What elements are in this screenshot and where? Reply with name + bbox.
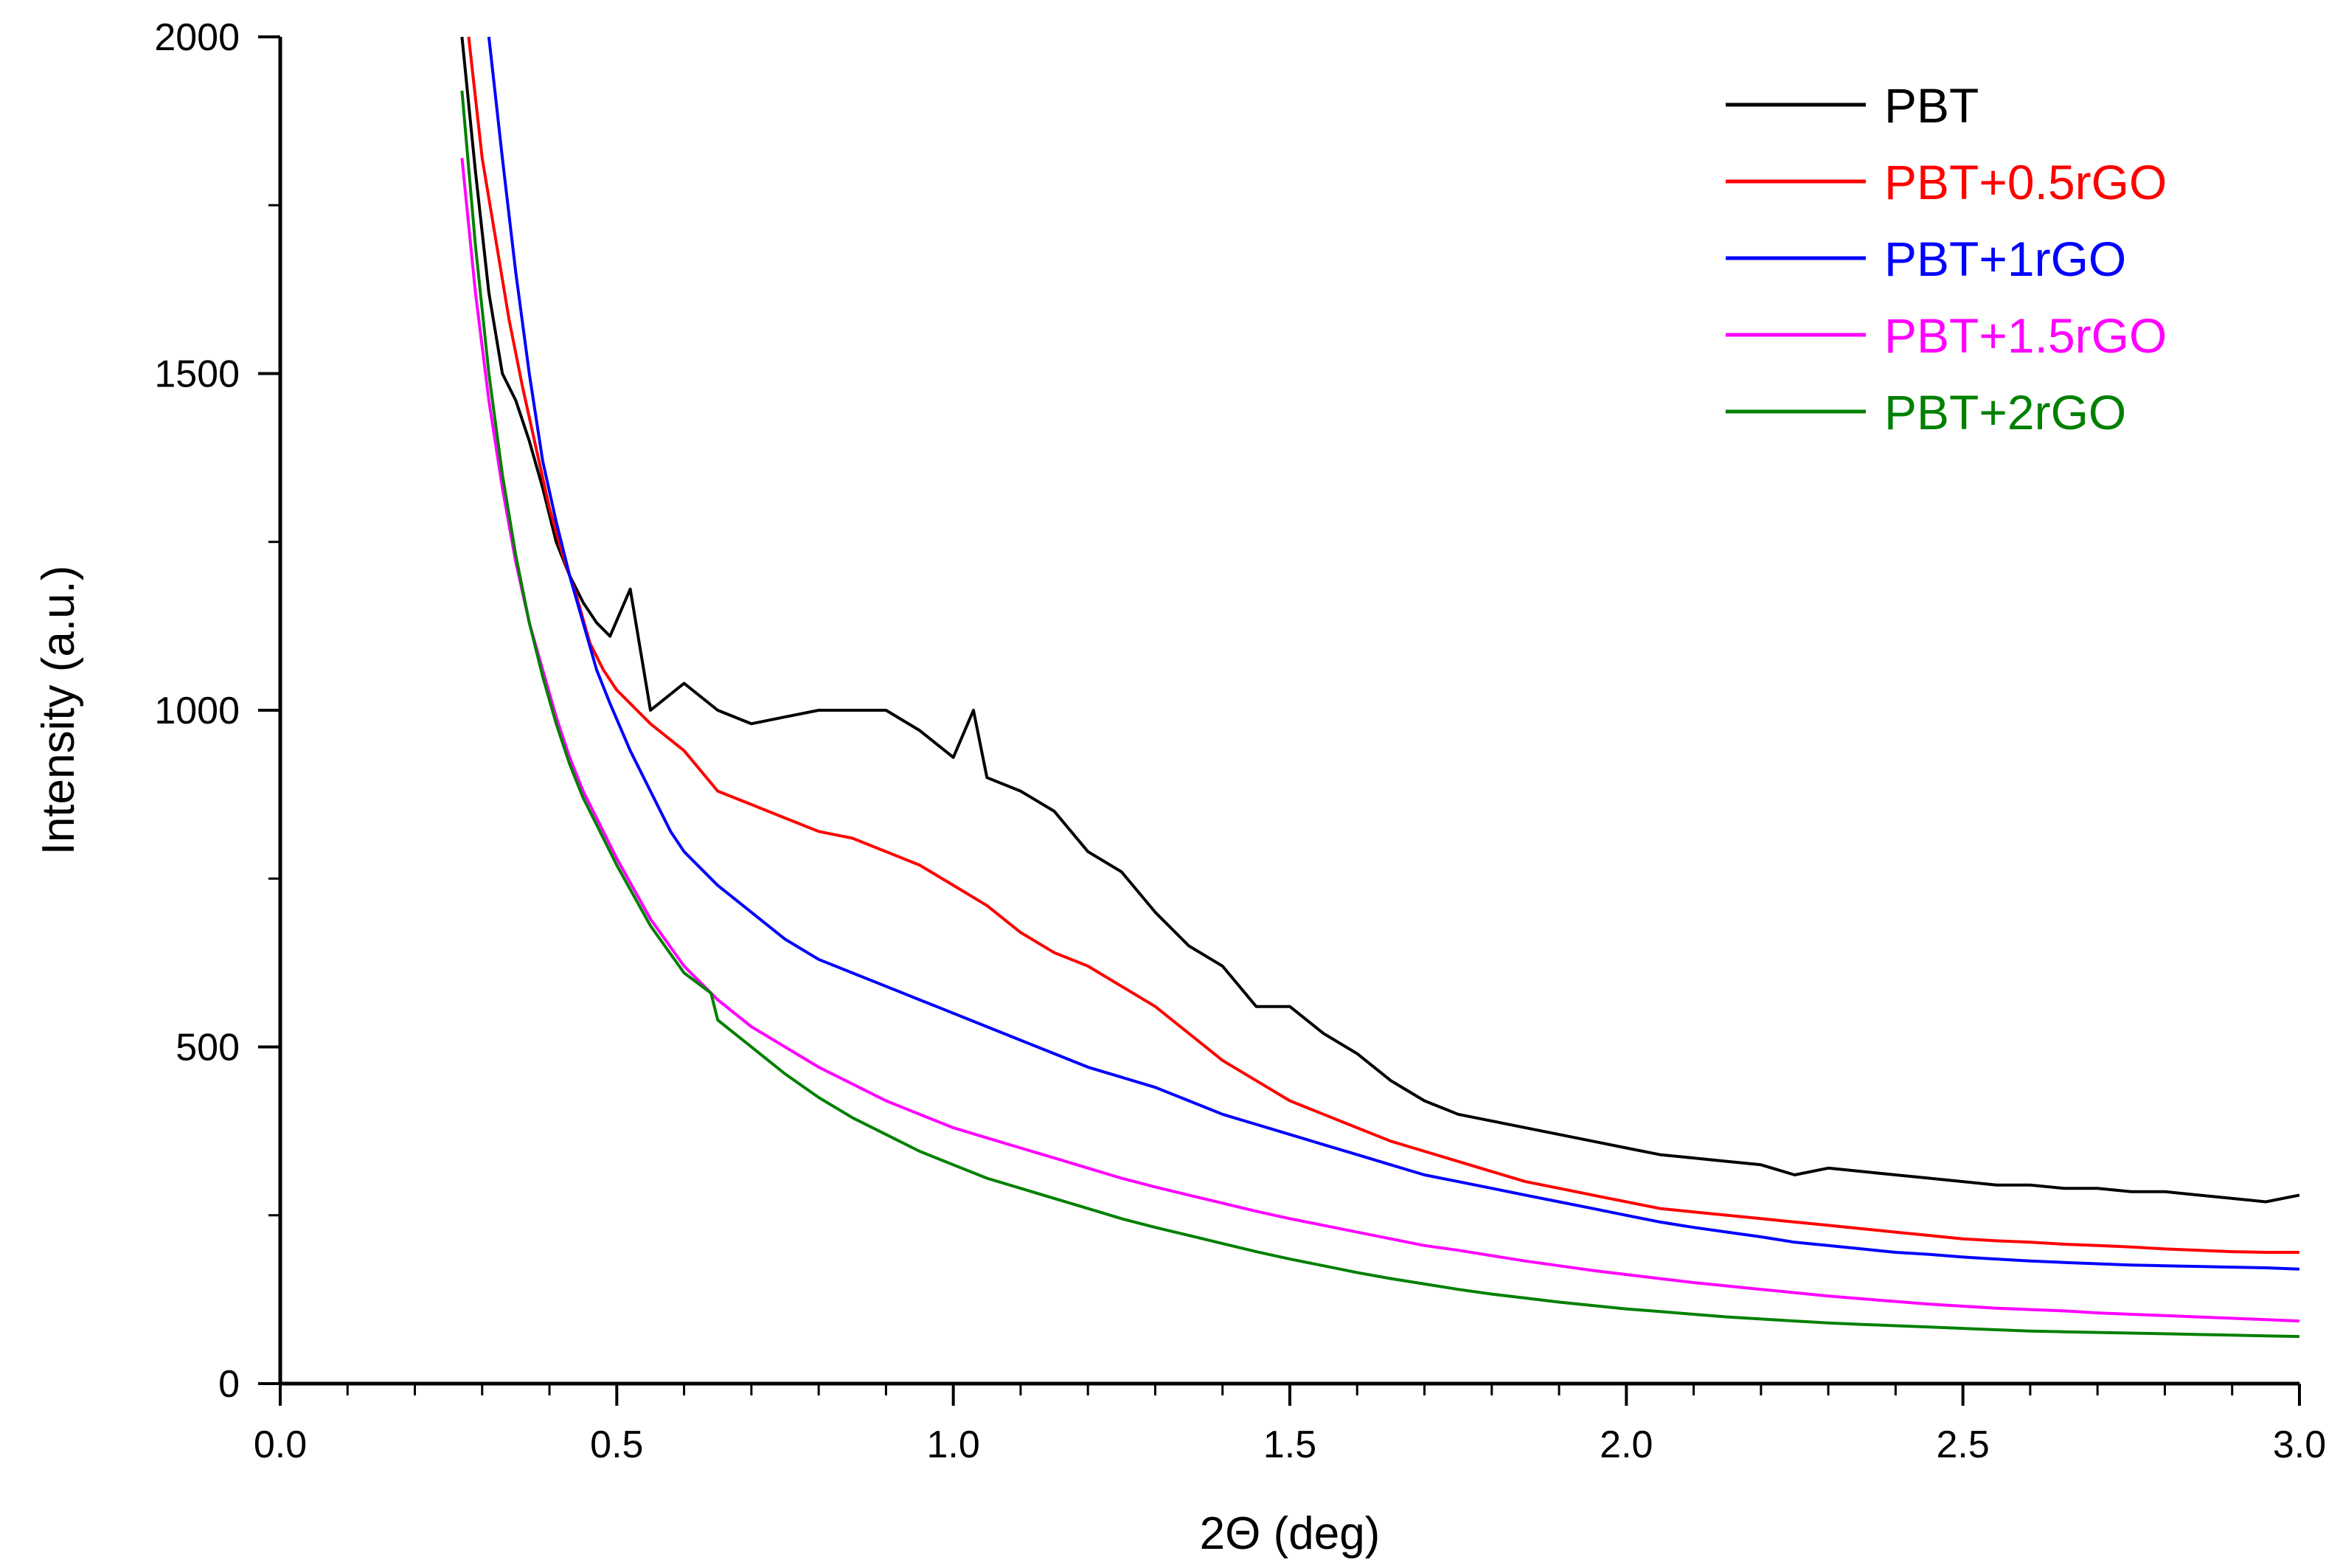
series-line-pbt-1rgo	[487, 36, 2300, 1271]
legend: PBT PBT+0.5rGO PBT+1rGO PBT+1.5rGO PBT+2rGO	[1726, 78, 2167, 440]
x-tick-label: 2.0	[1600, 1423, 1653, 1466]
legend-label: PBT	[1884, 78, 1979, 133]
x-axis-title: 2Θ (deg)	[1200, 1508, 1381, 1559]
x-tick-label: 2.5	[1937, 1423, 1990, 1466]
series-group	[460, 36, 2300, 1339]
series-line-pbt-1-5rgo	[460, 158, 2300, 1323]
series-line-pbt-0-5rgo	[467, 36, 2299, 1254]
y-tick-label: 500	[176, 1027, 240, 1069]
legend-label: PBT+2rGO	[1884, 385, 2126, 440]
x-axis-ticks: 0.0 0.5 1.0 1.5 2.0 2.5 3.0	[254, 1384, 2326, 1466]
y-axis-title: Intensity (a.u.)	[33, 566, 84, 856]
x-tick-label: 0.0	[254, 1423, 307, 1466]
legend-label: PBT+1.5rGO	[1884, 308, 2167, 363]
x-tick-label: 0.5	[590, 1423, 643, 1466]
legend-label: PBT+1rGO	[1884, 232, 2126, 286]
y-tick-label: 0	[218, 1363, 240, 1406]
y-tick-label: 1000	[154, 690, 240, 732]
y-tick-label: 2000	[154, 16, 240, 59]
x-tick-label: 3.0	[2273, 1423, 2326, 1466]
y-tick-label: 1500	[154, 353, 240, 396]
legend-label: PBT+0.5rGO	[1884, 155, 2167, 209]
x-tick-label: 1.0	[927, 1423, 980, 1466]
y-axis-ticks: 0 500 1000 1500 2000	[154, 16, 280, 1406]
series-line-pbt-2rgo	[460, 90, 2300, 1339]
x-tick-label: 1.5	[1263, 1423, 1316, 1466]
plot-area: 0.0 0.5 1.0 1.5 2.0 2.5 3.0 0 500 1000 1500 2000 2…	[33, 16, 2326, 1559]
series-line-pbt	[460, 36, 2300, 1204]
